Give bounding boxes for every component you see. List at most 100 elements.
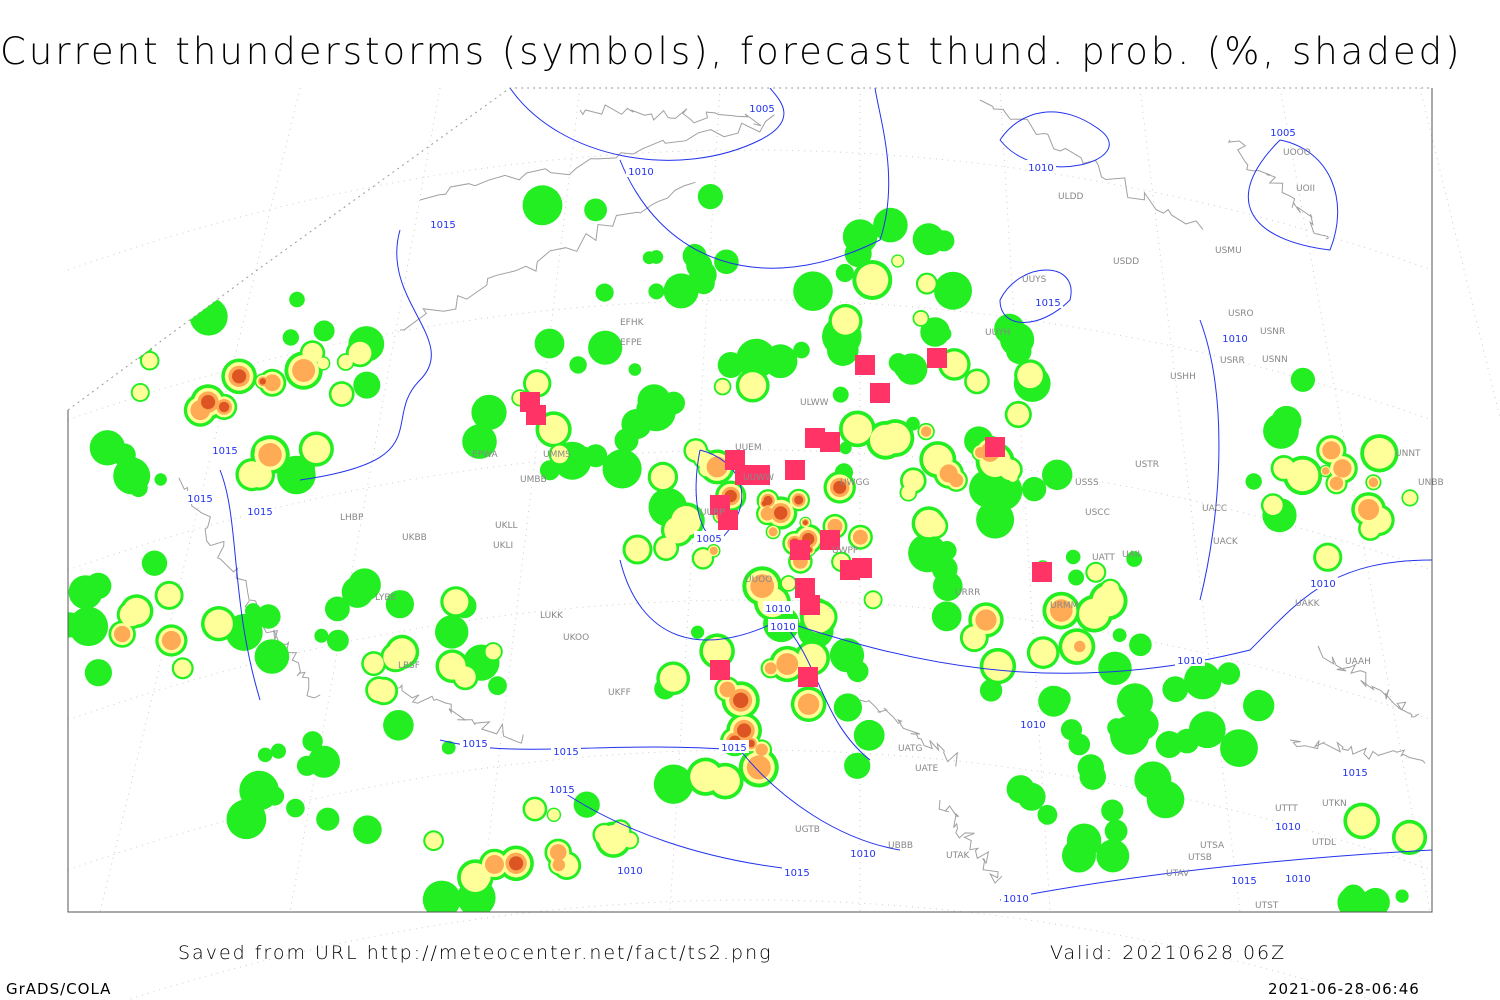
prob-shade-cell <box>422 880 461 912</box>
prob-shade-cell <box>317 357 329 369</box>
prob-shade-cell <box>888 353 909 373</box>
prob-shade-cell <box>659 664 687 692</box>
station-label: LUKK <box>540 611 564 621</box>
prob-shade-cell <box>353 815 382 844</box>
station-label: UTDL <box>1312 838 1336 848</box>
prob-shade-cell <box>781 576 796 591</box>
station-label: UACK <box>1213 537 1239 547</box>
prob-shade-cell <box>488 676 507 696</box>
isobar-label: 1010 <box>765 604 790 615</box>
prob-shade-cell <box>939 464 958 483</box>
station-label: UOOO <box>1283 148 1311 158</box>
prob-shade-cell <box>1155 731 1183 758</box>
thunderstorm-symbol <box>520 392 540 412</box>
thunderstorm-symbol <box>1032 562 1052 582</box>
prob-shade-cell <box>793 341 810 359</box>
software-credit: GrADS/COLA <box>6 980 112 998</box>
prob-shade-cell <box>1217 662 1241 685</box>
prob-shade-cell <box>797 693 820 715</box>
isobar-line <box>999 269 1072 323</box>
thunderstorm-symbol <box>798 667 818 687</box>
prob-shade-cell <box>129 478 148 498</box>
prob-shade-cell <box>462 424 497 459</box>
prob-shade-cell <box>839 441 852 455</box>
prob-shade-cell <box>706 456 728 478</box>
prob-shade-cell <box>936 326 952 342</box>
map-title: Current thunderstorms (symbols), forecas… <box>0 30 1463 73</box>
prob-shade-cell <box>941 351 968 378</box>
station-label: EPWA <box>472 450 499 460</box>
station-label: EFHK <box>620 318 645 328</box>
prob-shade-cell <box>201 395 216 410</box>
station-label: UOII <box>1296 184 1315 194</box>
prob-shade-cell <box>1000 322 1035 357</box>
prob-shade-cell <box>979 679 1003 702</box>
prob-shade-cell <box>508 856 524 871</box>
station-label: EFPE <box>620 338 642 348</box>
prob-shade-cell <box>569 356 587 374</box>
isobar-label-bg <box>1340 765 1370 778</box>
prob-shade-cell <box>256 604 281 629</box>
prob-shade-cell <box>161 630 181 651</box>
prob-shade-cell <box>1364 437 1395 469</box>
prob-shade-cell <box>832 386 849 403</box>
prob-shade-cell <box>653 764 694 804</box>
isobar-label-bg <box>1220 331 1250 344</box>
prob-shade-cell <box>325 596 350 622</box>
isobar-label-bg <box>763 601 793 614</box>
prob-shade-cell <box>254 639 290 674</box>
valid-time-text: Valid: 20210628 06Z <box>1050 942 1287 964</box>
prob-shade-cell <box>140 289 175 324</box>
isobar-label: 1015 <box>721 743 746 754</box>
station-label: UGTB <box>795 825 820 835</box>
station-label: ULWW <box>800 398 829 408</box>
prob-shade-cell <box>636 391 676 431</box>
isobar-label-bg <box>1283 871 1313 884</box>
coastline-segment <box>859 699 958 767</box>
isobar-label-bg <box>1308 576 1338 589</box>
isobar-label-bg <box>1268 125 1298 138</box>
prob-shade-cell <box>85 572 112 600</box>
prob-shade-cell <box>833 480 847 494</box>
prob-shade-cell <box>468 865 491 888</box>
prob-shade-cell <box>471 394 507 430</box>
prob-shade-cell <box>314 628 329 643</box>
station-label: UACC <box>1202 504 1227 514</box>
prob-shade-cell <box>1068 569 1085 586</box>
prob-shade-cell <box>1321 467 1330 475</box>
prob-shade-cell <box>937 541 957 561</box>
coastline-segment <box>938 799 1003 884</box>
prob-shade-cell <box>710 766 740 796</box>
prob-shade-cell <box>833 693 863 722</box>
prob-shade-cell <box>663 273 699 309</box>
isobar-line <box>619 88 890 269</box>
prob-shade-cell <box>865 592 881 608</box>
prob-shade-cell <box>1065 549 1081 565</box>
prob-shade-cell <box>746 755 771 780</box>
prob-shade-cell <box>173 659 192 678</box>
station-label: UKLI <box>493 541 513 551</box>
prob-shade-cell <box>367 679 390 701</box>
prob-shade-cell <box>755 743 768 756</box>
station-label: URRR <box>955 588 980 598</box>
isobar-label: 1015 <box>1231 876 1256 887</box>
isobar-label-bg <box>694 531 724 544</box>
prob-shade-cell <box>425 832 442 849</box>
prob-shade-cell <box>171 308 186 323</box>
isobar-label: 1010 <box>617 866 642 877</box>
prob-shade-cell <box>655 537 677 559</box>
prob-shade-cell <box>327 629 349 652</box>
prob-shade-cell <box>931 601 962 632</box>
prob-shade-cell <box>702 637 732 666</box>
prob-shade-cell <box>1290 367 1315 392</box>
station-label: UTSB <box>1188 853 1212 863</box>
prob-shade-cell <box>1188 711 1226 749</box>
thunderstorm-symbol <box>985 437 1005 457</box>
station-label: UKFF <box>608 688 631 698</box>
prob-shade-cell <box>642 251 656 265</box>
thunderstorm-symbol <box>750 465 770 485</box>
prob-shade-cell <box>975 609 997 631</box>
isobar-line <box>779 559 1432 674</box>
prob-shade-cell <box>1098 651 1132 685</box>
isobar-line <box>999 849 1432 901</box>
